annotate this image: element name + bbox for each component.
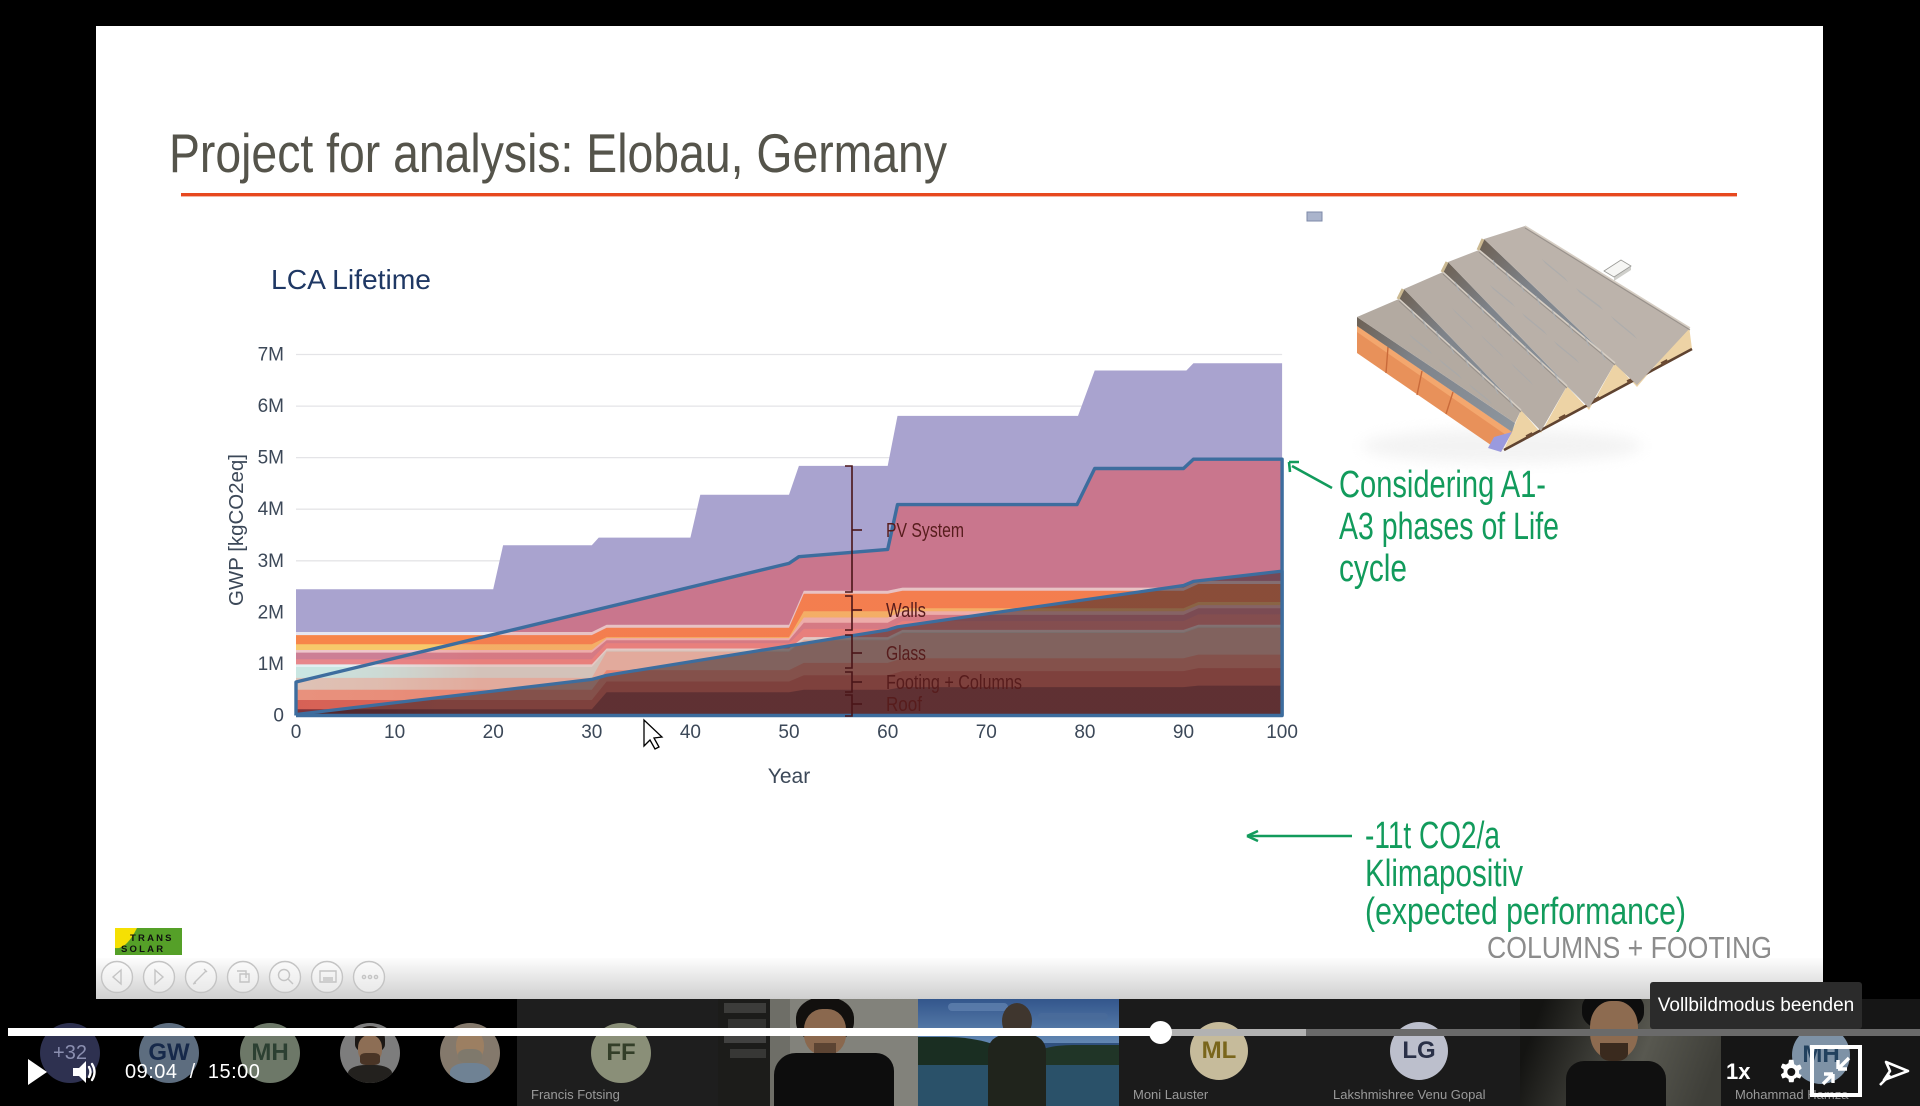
svg-text:GWP [kgCO2eq]: GWP [kgCO2eq] — [226, 454, 248, 606]
svg-text:Klimapositiv: Klimapositiv — [1365, 853, 1523, 895]
svg-text:Considering A1-: Considering A1- — [1339, 464, 1546, 506]
svg-text:5M: 5M — [258, 448, 284, 469]
svg-text:A3 phases of Life: A3 phases of Life — [1339, 506, 1559, 548]
svg-text:Footing + Columns: Footing + Columns — [886, 672, 1022, 694]
svg-text:20: 20 — [483, 722, 504, 743]
svg-text:LCA Lifetime: LCA Lifetime — [271, 264, 431, 295]
svg-text:Roof: Roof — [886, 694, 922, 716]
svg-text:Year: Year — [768, 765, 810, 788]
svg-text:(expected performance): (expected performance) — [1365, 891, 1686, 933]
svg-text:10: 10 — [384, 722, 405, 743]
svg-text:TRANS: TRANS — [130, 933, 174, 944]
svg-text:0: 0 — [291, 722, 302, 743]
svg-text:50: 50 — [778, 722, 799, 743]
svg-text:Glass: Glass — [886, 643, 926, 665]
svg-text:80: 80 — [1074, 722, 1095, 743]
svg-text:SOLAR: SOLAR — [121, 944, 165, 955]
svg-text:0: 0 — [273, 706, 284, 727]
svg-text:30: 30 — [581, 722, 602, 743]
svg-text:70: 70 — [976, 722, 997, 743]
svg-text:2M: 2M — [258, 602, 284, 623]
svg-text:4M: 4M — [258, 499, 284, 520]
svg-text:Walls: Walls — [886, 600, 926, 622]
svg-text:-11t CO2/a: -11t CO2/a — [1365, 815, 1501, 857]
svg-text:7M: 7M — [258, 345, 284, 366]
svg-text:cycle: cycle — [1339, 548, 1407, 590]
svg-text:3M: 3M — [258, 551, 284, 572]
svg-text:6M: 6M — [258, 396, 284, 417]
svg-text:60: 60 — [877, 722, 898, 743]
svg-text:1M: 1M — [258, 654, 284, 675]
svg-text:100: 100 — [1266, 722, 1298, 743]
svg-text:40: 40 — [680, 722, 701, 743]
svg-text:PV System: PV System — [886, 520, 964, 542]
svg-text:90: 90 — [1173, 722, 1194, 743]
svg-text:Project for analysis: Elobau,: Project for analysis: Elobau, Germany — [169, 122, 947, 184]
